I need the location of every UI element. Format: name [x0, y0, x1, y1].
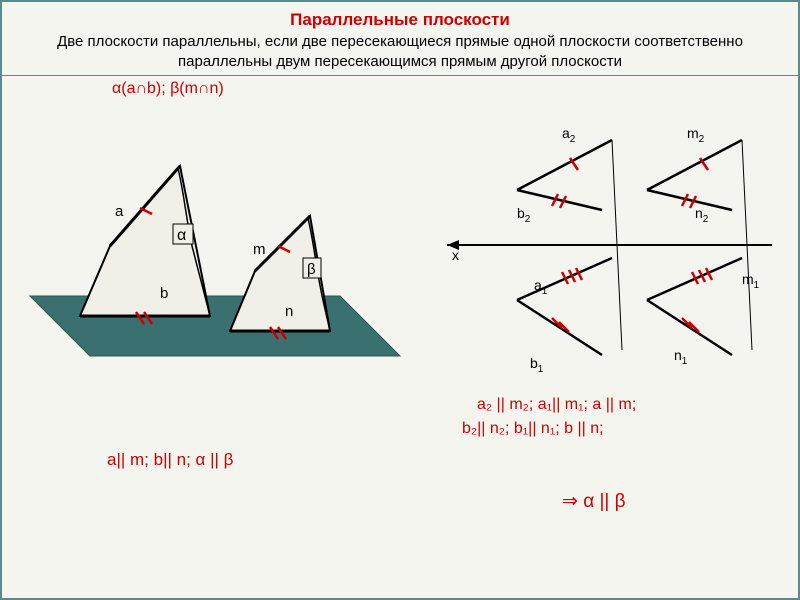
subtitle: Две плоскости параллельны, если две пере… — [14, 32, 786, 71]
tick-a1 — [562, 268, 582, 284]
left-diagram: a b m n α β — [10, 106, 410, 386]
label-b: b — [160, 285, 168, 302]
label-m1: m1 — [742, 271, 760, 291]
line-m2 — [647, 140, 742, 190]
right-diagram: x — [422, 100, 792, 400]
label-m: m — [253, 241, 266, 258]
label-x: x — [452, 247, 459, 263]
label-beta: β — [307, 261, 316, 278]
header: Параллельные плоскости Две плоскости пар… — [2, 2, 798, 76]
conclusion: ⇒ α || β — [562, 490, 626, 513]
label-alpha: α — [177, 227, 186, 244]
line-n1 — [647, 300, 732, 355]
conn-left-bot — [617, 245, 622, 350]
bottom-right-line1: a₂ || m₂; a₁|| m₁; a || m; — [477, 396, 636, 414]
tick-m1 — [692, 268, 712, 284]
label-n: n — [285, 303, 293, 320]
label-n1: n1 — [674, 347, 688, 367]
formula-notation: α(a∩b); β(m∩n) — [2, 76, 798, 100]
bottom-right-line2: b₂|| n₂; b₁|| n₁; b || n; — [462, 420, 604, 438]
label-a: a — [115, 203, 124, 220]
conn-right-bot — [747, 245, 752, 350]
conn-right-top — [742, 140, 747, 245]
line-a2 — [517, 140, 612, 190]
label-m2: m2 — [687, 125, 705, 145]
title: Параллельные плоскости — [14, 10, 786, 30]
line-b1 — [517, 300, 602, 355]
label-b2: b2 — [517, 205, 531, 225]
conn-left-top — [612, 140, 617, 245]
label-b1: b1 — [530, 355, 544, 375]
label-a1: a1 — [534, 277, 548, 297]
slide: Параллельные плоскости Две плоскости пар… — [0, 0, 800, 600]
label-a2: a2 — [562, 125, 576, 145]
content-area: a b m n α β x — [2, 100, 798, 540]
label-n2: n2 — [695, 205, 709, 225]
bottom-left-formula: a|| m; b|| n; α || β — [107, 450, 233, 470]
